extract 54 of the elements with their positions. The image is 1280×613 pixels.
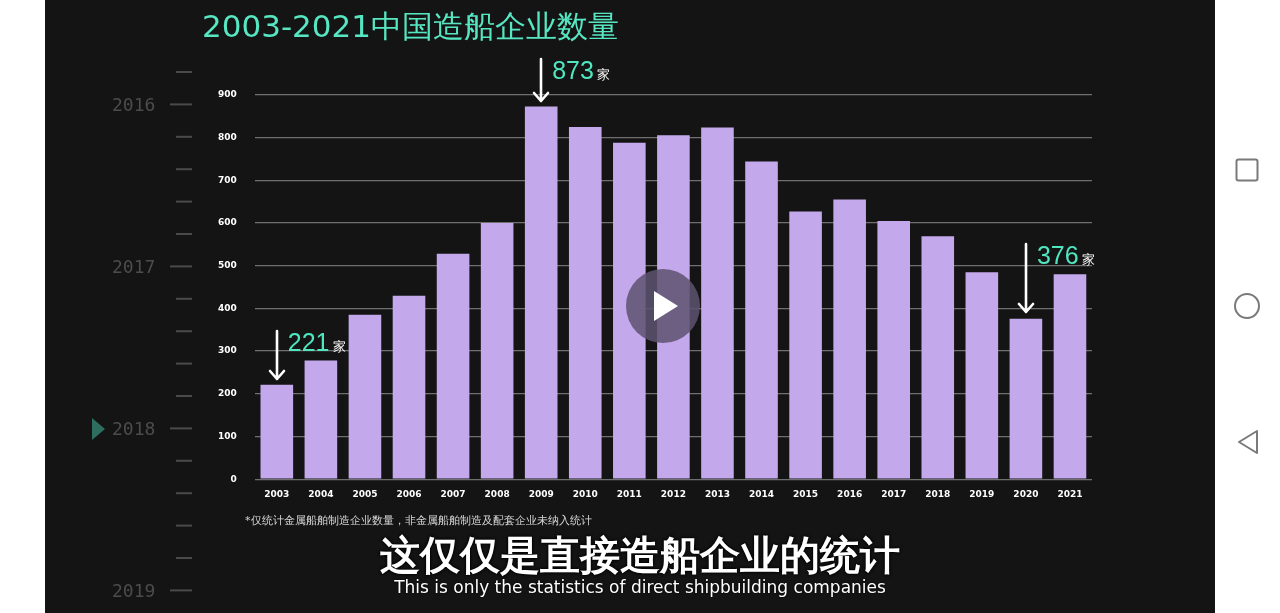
chart-title: 2003-2021中国造船企业数量	[202, 7, 619, 46]
bar	[877, 220, 911, 479]
text: 2017	[112, 256, 156, 277]
text: 2016	[112, 94, 156, 115]
x-tick-label: 2013	[704, 488, 730, 499]
text: 2019	[112, 580, 156, 601]
x-tick-label: 2018	[925, 488, 951, 499]
x-tick-label: 2009	[528, 488, 554, 499]
x-tick-label: 2017	[881, 488, 907, 499]
bar	[304, 360, 338, 479]
bar	[921, 236, 955, 479]
x-tick-label: 2010	[572, 488, 598, 499]
text: This is only the statistics of direct shipbuilding companies	[394, 577, 886, 597]
bar	[965, 272, 999, 479]
bar	[701, 127, 734, 479]
x-tick-label: 2006	[396, 488, 422, 499]
bar	[745, 161, 778, 479]
x-tick-label: 2011	[616, 488, 642, 499]
bar	[348, 314, 382, 479]
y-tick-label: 300	[217, 345, 237, 356]
y-tick-label: 900	[217, 89, 237, 100]
x-tick-label: 2021	[1057, 488, 1083, 499]
x-tick-label: 2014	[748, 488, 775, 499]
bar	[436, 253, 470, 479]
bar	[1009, 318, 1043, 479]
text: 这仅仅是直接造船企业的统计	[380, 532, 900, 578]
bar	[392, 295, 426, 479]
x-tick-label: 2020	[1013, 488, 1039, 499]
text: 2018	[112, 418, 156, 439]
bar	[1053, 274, 1087, 479]
x-tick-label: 2004	[308, 488, 334, 499]
y-tick-label: 500	[217, 260, 237, 271]
text: *仅统计金属船舶制造企业数量，非金属船舶制造及配套企业未纳入统计	[245, 513, 592, 528]
y-tick-label: 200	[217, 388, 237, 399]
x-tick-label: 2007	[440, 488, 466, 499]
x-tick-label: 2003	[264, 488, 290, 499]
x-tick-label: 2005	[352, 488, 378, 499]
x-tick-label: 2016	[837, 488, 863, 499]
x-tick-label: 2019	[969, 488, 995, 499]
bar	[833, 199, 866, 479]
bar	[480, 223, 514, 479]
y-tick-label: 0	[230, 473, 237, 484]
x-tick-label: 2008	[484, 488, 510, 499]
y-tick-label: 800	[217, 132, 237, 143]
y-tick-label: 600	[217, 217, 237, 228]
bar	[789, 211, 822, 479]
x-tick-label: 2012	[660, 488, 686, 499]
bar	[260, 384, 294, 479]
bar	[524, 106, 558, 479]
y-tick-label: 400	[217, 302, 237, 313]
y-tick-label: 100	[217, 430, 237, 441]
y-tick-label: 700	[217, 174, 237, 185]
bar	[568, 127, 602, 479]
x-tick-label: 2015	[793, 488, 819, 499]
